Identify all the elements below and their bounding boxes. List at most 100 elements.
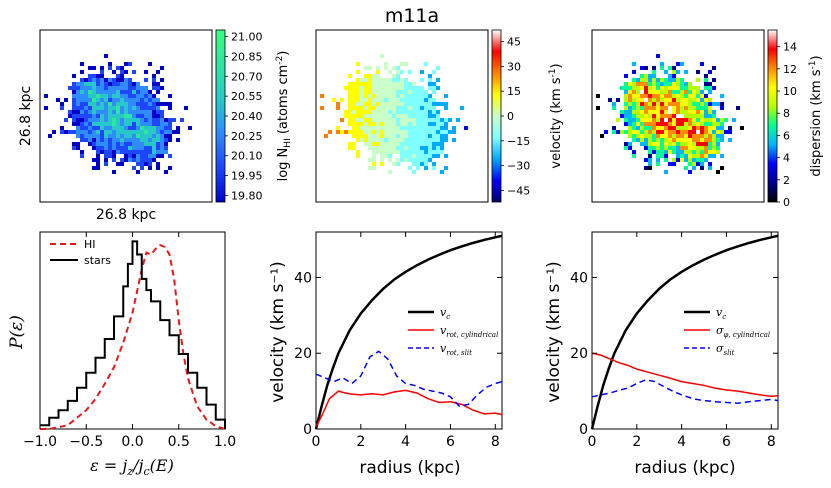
map-pixel (420, 154, 424, 158)
map-pixel (136, 126, 140, 130)
map-pixel (60, 106, 64, 110)
map-pixel (380, 126, 384, 130)
map-pixel (376, 82, 380, 86)
map-pixel (152, 158, 156, 162)
map-pixel (680, 106, 684, 110)
map-pixel (100, 114, 104, 118)
map-pixel (88, 126, 92, 130)
map-pixel (92, 74, 96, 78)
map-pixel (388, 130, 392, 134)
map-pixel (148, 154, 152, 158)
map-pixel (636, 94, 640, 98)
map-pixel (688, 90, 692, 94)
map-pixel (428, 82, 432, 86)
map-pixel (388, 90, 392, 94)
map-pixel (384, 134, 388, 138)
map-pixel (412, 138, 416, 142)
map-pixel (708, 130, 712, 134)
map-pixel (644, 66, 648, 70)
x-tick-label: 6 (446, 434, 455, 450)
map-pixel (444, 102, 448, 106)
map-pixel (72, 86, 76, 90)
map-pixel (628, 118, 632, 122)
map-pixel (76, 82, 80, 86)
map-pixel (384, 138, 388, 142)
map-pixel (384, 142, 388, 146)
legend-hi-label: HI (84, 238, 96, 251)
map-pixel (660, 142, 664, 146)
map-pixel (324, 134, 328, 138)
colorbar-tick-label: 14 (783, 41, 797, 54)
map-pixel (376, 90, 380, 94)
map-pixel (72, 90, 76, 94)
map-pixel (368, 122, 372, 126)
map-pixel (168, 138, 172, 142)
map-pixel (408, 146, 412, 150)
map-pixel (168, 118, 172, 122)
map-pixel (360, 90, 364, 94)
map-pixel (412, 118, 416, 122)
map-pixel (384, 110, 388, 114)
map-pixel (684, 134, 688, 138)
map-pixel (116, 86, 120, 90)
map-pixel (380, 142, 384, 146)
map-pixel (708, 110, 712, 114)
map-pixel (648, 98, 652, 102)
map-pixel (388, 98, 392, 102)
map-pixel (176, 130, 180, 134)
map-pixel (704, 82, 708, 86)
map-pixel (104, 82, 108, 86)
map-pixel (360, 114, 364, 118)
map-pixel (72, 130, 76, 134)
map-pixel (436, 78, 440, 82)
map-pixel (656, 158, 660, 162)
map-pixel (400, 118, 404, 122)
colorbar-tick-label: 10 (783, 85, 797, 98)
map-pixel (156, 162, 160, 166)
map-pixel (424, 154, 428, 158)
map-pixel (112, 102, 116, 106)
map-pixel (376, 70, 380, 74)
map-pixel (380, 78, 384, 82)
map-pixel (88, 102, 92, 106)
map-pixel (712, 138, 716, 142)
map-pixel (680, 138, 684, 142)
map-pixel (80, 98, 84, 102)
map-pixel (696, 86, 700, 90)
map-pixel (712, 134, 716, 138)
legend-label-0: vc (440, 306, 450, 321)
map-pixel (92, 110, 96, 114)
map-pixel (640, 130, 644, 134)
map-pixel (436, 118, 440, 122)
map-pixel (376, 114, 380, 118)
map-pixel (108, 126, 112, 130)
map-pixel (700, 102, 704, 106)
map-pixel (148, 90, 152, 94)
map-pixel (384, 122, 388, 126)
map-pixel (136, 90, 140, 94)
map-pixel (424, 94, 428, 98)
map-pixel (644, 130, 648, 134)
map-pixel (608, 98, 612, 102)
map-pixel (684, 142, 688, 146)
map-pixel (636, 126, 640, 130)
map-pixel (84, 118, 88, 122)
map-pixel (152, 122, 156, 126)
map-pixel (60, 102, 64, 106)
map-pixel (112, 134, 116, 138)
map-pixel (460, 106, 464, 110)
map-pixel (124, 106, 128, 110)
map-pixel (140, 154, 144, 158)
map-pixel (92, 142, 96, 146)
map-pixel (404, 146, 408, 150)
map-pixel (660, 150, 664, 154)
map-pixel (684, 158, 688, 162)
map-pixel (372, 110, 376, 114)
map-pixel (436, 122, 440, 126)
map-pixel (688, 130, 692, 134)
map-pixel (140, 94, 144, 98)
map-pixel (668, 110, 672, 114)
map-pixel (132, 94, 136, 98)
map-pixel (112, 86, 116, 90)
map-pixel (392, 106, 396, 110)
